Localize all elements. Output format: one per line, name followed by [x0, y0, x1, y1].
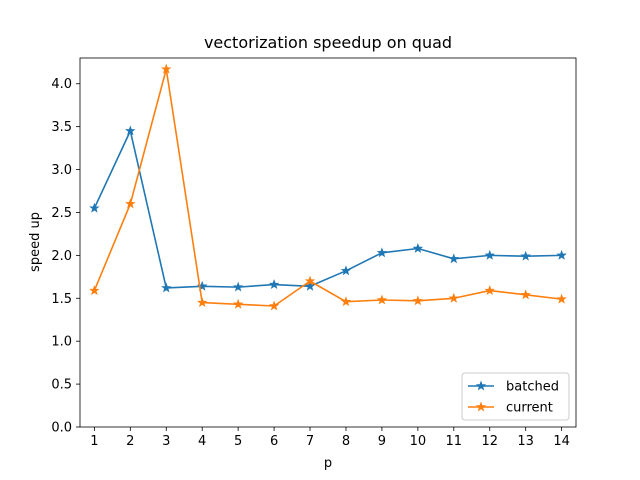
x-tick-label: 4	[198, 434, 206, 449]
y-tick-label: 2.0	[51, 249, 72, 264]
x-tick-label: 14	[553, 434, 570, 449]
data-point-batched	[125, 125, 136, 136]
x-tick-label: 12	[481, 434, 498, 449]
x-tick-label: 2	[126, 434, 134, 449]
data-point-batched	[484, 249, 495, 260]
data-point-batched	[376, 247, 388, 258]
y-tick-label: 0.5	[51, 378, 72, 393]
legend-label-current: current	[506, 401, 553, 416]
plot-frame	[79, 57, 577, 428]
plot-area	[79, 57, 577, 428]
y-axis-ticks: 0.0 0.5 1.0 1.5 2.0 2.5 3.0 3.5 4.0	[51, 77, 80, 436]
data-point-batched	[232, 281, 244, 292]
data-point-batched	[89, 202, 100, 213]
x-tick-label: 1	[90, 434, 98, 449]
legend: batched current	[461, 372, 570, 421]
series-current	[89, 63, 567, 311]
x-tick-label: 7	[306, 434, 314, 449]
data-point-current	[376, 294, 388, 305]
data-point-batched	[412, 243, 424, 253]
data-point-batched	[268, 279, 280, 289]
data-point-current	[196, 297, 208, 307]
data-point-current	[304, 275, 316, 286]
data-point-batched	[556, 249, 567, 260]
y-tick-label: 1.5	[51, 292, 72, 307]
series-layer	[89, 63, 567, 311]
data-point-current	[125, 198, 136, 209]
data-point-batched	[340, 265, 352, 276]
data-point-current	[448, 292, 460, 303]
y-tick-label: 1.0	[51, 335, 72, 350]
data-point-current	[161, 63, 172, 74]
x-tick-label: 5	[234, 434, 242, 449]
y-tick-label: 3.0	[51, 163, 72, 178]
series-batched	[89, 125, 567, 293]
x-tick-label: 13	[517, 434, 534, 449]
data-point-batched	[304, 280, 316, 291]
y-tick-label: 0.0	[51, 421, 72, 436]
y-axis-label: speed up	[28, 212, 43, 272]
data-point-current	[340, 296, 352, 307]
x-tick-label: 11	[446, 434, 463, 449]
data-point-batched	[161, 282, 172, 293]
data-point-current	[268, 300, 280, 311]
data-point-batched	[448, 253, 460, 264]
data-point-current	[484, 285, 495, 295]
data-point-current	[89, 285, 100, 295]
data-point-batched	[520, 250, 531, 261]
data-point-current	[520, 289, 531, 300]
data-point-current	[232, 298, 244, 309]
data-point-current	[556, 293, 567, 304]
legend-box	[461, 372, 570, 421]
series-line-current	[93, 68, 562, 307]
legend-label-batched: batched	[506, 380, 559, 395]
data-point-current	[412, 295, 424, 306]
chart-title: vectorization speedup on quad	[204, 33, 452, 52]
x-tick-label: 9	[378, 434, 386, 449]
x-tick-label: 8	[342, 434, 350, 449]
y-tick-label: 3.5	[51, 120, 72, 135]
x-axis-label: p	[324, 456, 332, 471]
x-tick-label: 10	[410, 434, 427, 449]
legend-swatch-marker	[475, 401, 487, 412]
x-axis-ticks: 1 2 3 4 5 6 7 8 9 10 11 12 13 14	[90, 427, 570, 449]
x-tick-label: 6	[270, 434, 278, 449]
y-tick-label: 2.5	[51, 206, 72, 221]
x-tick-label: 3	[162, 434, 170, 449]
legend-swatch-marker	[475, 380, 487, 391]
series-line-batched	[93, 130, 562, 289]
y-tick-label: 4.0	[51, 77, 72, 92]
